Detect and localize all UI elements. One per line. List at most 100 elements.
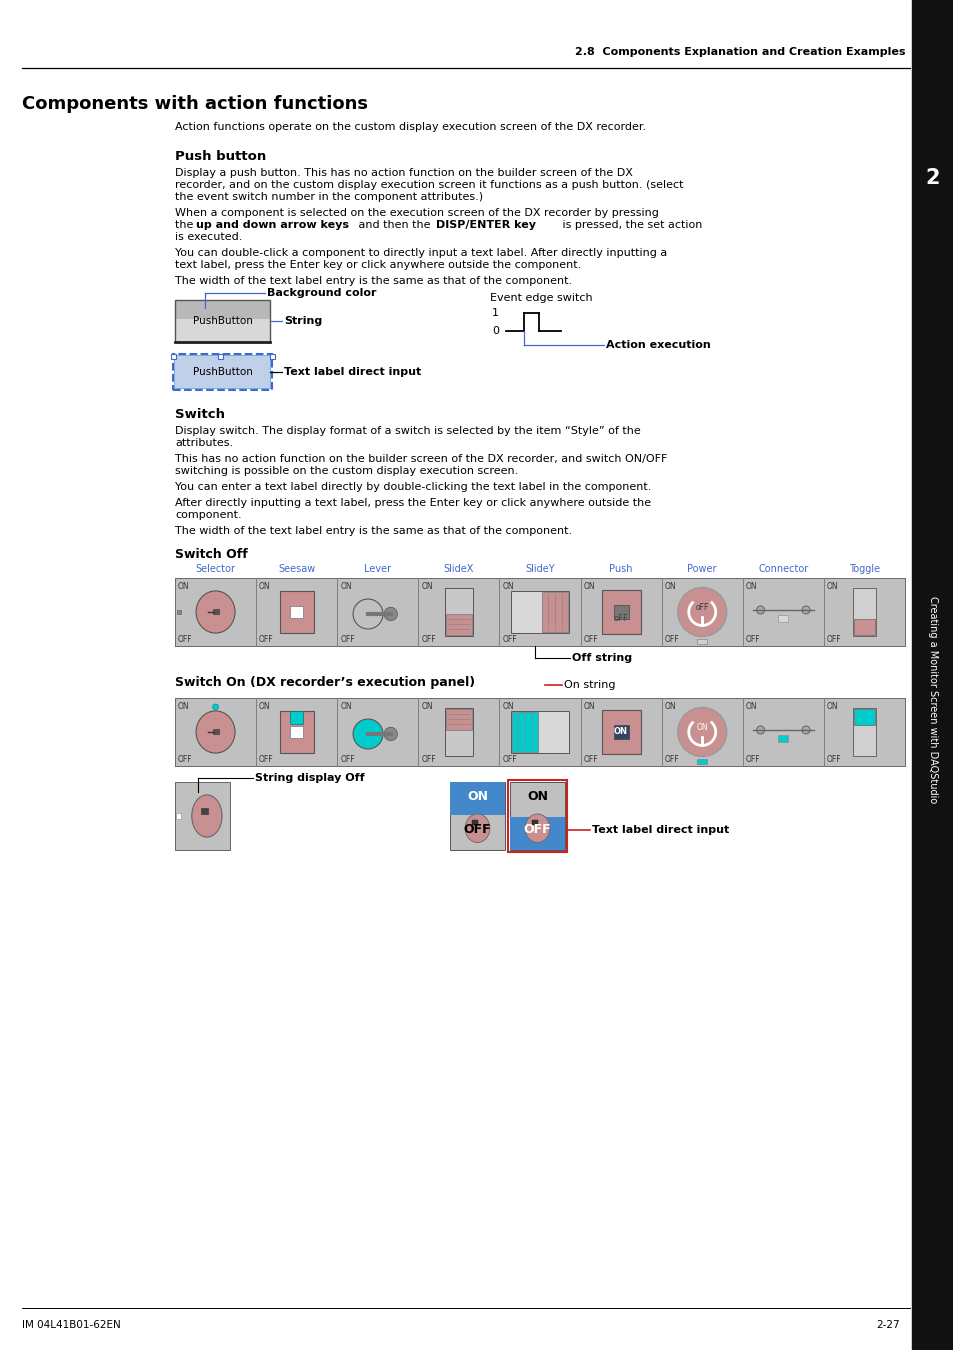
Text: 2: 2 <box>924 167 940 188</box>
Bar <box>580 578 661 647</box>
Bar <box>218 354 223 359</box>
Text: OFF: OFF <box>664 634 679 644</box>
Text: oFF: oFF <box>613 614 628 624</box>
Text: ON: ON <box>340 702 352 711</box>
Bar <box>613 605 628 620</box>
Bar <box>177 610 181 614</box>
Bar <box>613 725 628 740</box>
Bar <box>445 614 472 634</box>
Text: text label, press the Enter key or click anywhere outside the component.: text label, press the Enter key or click… <box>174 261 580 270</box>
Text: SlideY: SlideY <box>525 564 555 574</box>
Bar <box>499 578 580 647</box>
Text: ON: ON <box>502 702 514 711</box>
Bar <box>445 709 472 730</box>
Text: Action functions operate on the custom display execution screen of the DX record: Action functions operate on the custom d… <box>174 122 645 132</box>
Bar <box>911 0 953 1350</box>
Text: recorder, and on the custom display execution screen it functions as a push butt: recorder, and on the custom display exec… <box>174 180 682 190</box>
Text: component.: component. <box>174 510 241 520</box>
Bar <box>697 760 706 764</box>
Text: OFF: OFF <box>259 634 274 644</box>
Text: Push button: Push button <box>174 150 266 163</box>
Text: When a component is selected on the execution screen of the DX recorder by press: When a component is selected on the exec… <box>174 208 659 217</box>
Text: On string: On string <box>563 680 615 690</box>
Text: OFF: OFF <box>664 755 679 764</box>
Text: the: the <box>174 220 196 230</box>
Text: ON: ON <box>826 702 838 711</box>
Text: Push: Push <box>609 564 632 574</box>
Bar <box>418 698 499 765</box>
Bar <box>290 606 303 618</box>
Bar <box>173 355 271 389</box>
Text: PushButton: PushButton <box>193 316 253 325</box>
Text: OFF: OFF <box>259 755 274 764</box>
Text: Switch: Switch <box>174 408 225 421</box>
Bar <box>852 709 875 756</box>
Text: OFF: OFF <box>421 755 436 764</box>
Bar <box>171 354 175 359</box>
Text: ON: ON <box>583 702 595 711</box>
Text: OFF: OFF <box>583 634 598 644</box>
Text: ON: ON <box>583 582 595 591</box>
Text: attributes.: attributes. <box>174 437 233 448</box>
Bar <box>450 782 504 814</box>
Bar <box>472 821 477 825</box>
Text: Display a push button. This has no action function on the builder screen of the : Display a push button. This has no actio… <box>174 167 632 178</box>
Ellipse shape <box>465 814 489 842</box>
Bar <box>450 782 504 850</box>
Bar <box>270 354 274 359</box>
Text: Power: Power <box>687 564 717 574</box>
Text: OFF: OFF <box>826 755 841 764</box>
Text: ON: ON <box>421 582 433 591</box>
Circle shape <box>353 599 382 629</box>
Circle shape <box>756 726 763 734</box>
Text: ON: ON <box>526 791 547 803</box>
Circle shape <box>384 608 397 621</box>
Text: Switch On (DX recorder’s execution panel): Switch On (DX recorder’s execution panel… <box>174 676 475 688</box>
Text: This has no action function on the builder screen of the DX recorder, and switch: This has no action function on the build… <box>174 454 667 464</box>
Text: Seesaw: Seesaw <box>277 564 314 574</box>
Bar <box>255 698 336 765</box>
Bar <box>174 578 255 647</box>
Circle shape <box>801 606 809 614</box>
Text: Off string: Off string <box>572 653 632 663</box>
Bar <box>697 640 706 644</box>
Text: OFF: OFF <box>178 634 193 644</box>
Ellipse shape <box>196 591 234 633</box>
Text: Switch Off: Switch Off <box>174 548 248 562</box>
Bar <box>507 780 566 852</box>
Bar <box>778 616 787 622</box>
Text: the event switch number in the component attributes.): the event switch number in the component… <box>174 192 482 202</box>
Bar <box>279 711 314 753</box>
Text: and then the: and then the <box>355 220 434 230</box>
Text: Toggle: Toggle <box>848 564 879 574</box>
Text: The width of the text label entry is the same as that of the component.: The width of the text label entry is the… <box>174 526 572 536</box>
Bar <box>823 698 904 765</box>
Bar <box>823 578 904 647</box>
Text: OFF: OFF <box>178 755 193 764</box>
Bar <box>213 729 218 734</box>
Bar <box>418 578 499 647</box>
Bar <box>174 782 230 850</box>
Ellipse shape <box>192 795 222 837</box>
Text: Display switch. The display format of a switch is selected by the item “Style” o: Display switch. The display format of a … <box>174 427 640 436</box>
Text: The width of the text label entry is the same as that of the component.: The width of the text label entry is the… <box>174 275 572 286</box>
Text: Text label direct input: Text label direct input <box>284 367 421 377</box>
Text: OFF: OFF <box>583 755 598 764</box>
Circle shape <box>677 587 726 636</box>
Bar <box>279 591 314 633</box>
Bar <box>174 300 270 319</box>
Text: String display Off: String display Off <box>254 774 364 783</box>
Circle shape <box>384 728 397 741</box>
Bar <box>541 591 568 632</box>
Text: is pressed, the set action: is pressed, the set action <box>558 220 701 230</box>
Bar <box>336 698 418 765</box>
Text: OFF: OFF <box>502 634 517 644</box>
Circle shape <box>756 606 763 614</box>
Bar <box>742 698 823 765</box>
Bar <box>201 807 208 814</box>
Text: ON: ON <box>178 582 190 591</box>
Text: DISP/ENTER key: DISP/ENTER key <box>436 220 536 230</box>
Text: switching is possible on the custom display execution screen.: switching is possible on the custom disp… <box>174 466 517 477</box>
Text: OFF: OFF <box>745 755 760 764</box>
Bar <box>601 710 639 753</box>
